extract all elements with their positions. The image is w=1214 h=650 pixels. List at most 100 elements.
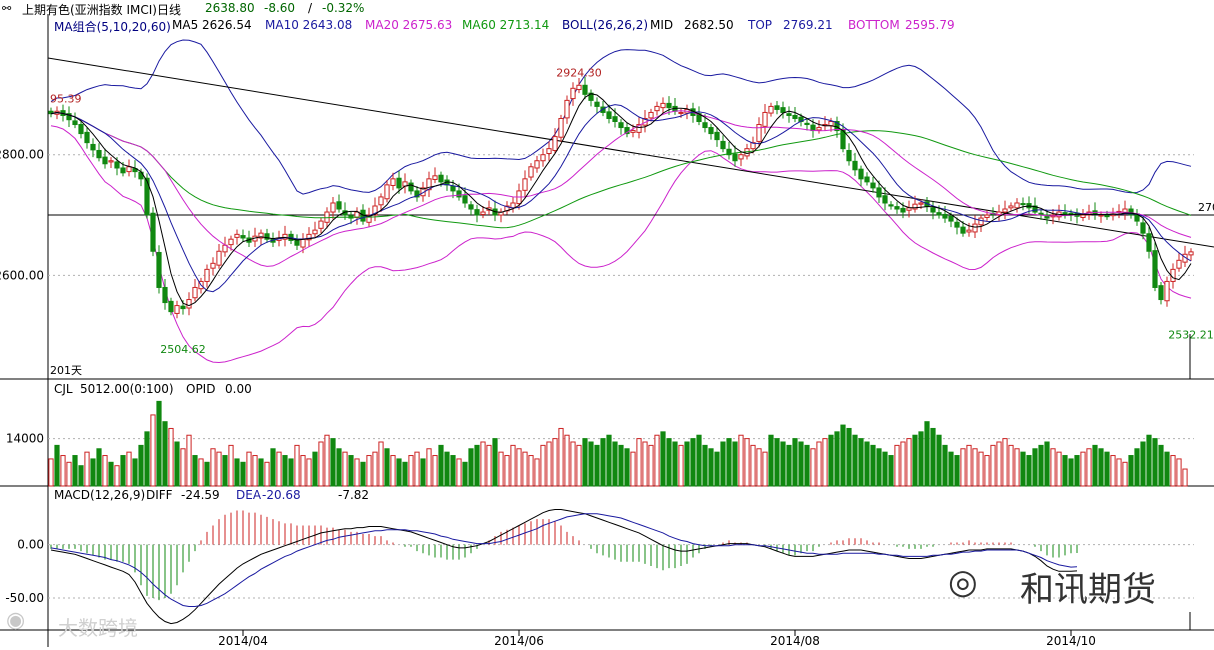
candle-body (450, 185, 456, 192)
candle-body (654, 105, 660, 112)
volume-bar (546, 441, 552, 487)
volume-bar (1062, 455, 1068, 487)
volume-value: 5012.00(0:100) (80, 382, 174, 396)
candle-body (786, 113, 792, 116)
volume-bar (120, 455, 126, 487)
candle-body (804, 122, 810, 126)
volume-bar (690, 438, 696, 487)
candle-body (1062, 212, 1068, 215)
candle-body (876, 187, 882, 198)
volume-bar (576, 444, 582, 487)
candle-body (1032, 205, 1038, 213)
volume-bar (942, 444, 948, 487)
volume-bar (708, 448, 714, 487)
ma20-value: MA20 2675.63 (365, 18, 453, 32)
candle-body (204, 268, 210, 282)
volume-bar (570, 441, 576, 487)
candle-body (996, 211, 1002, 216)
candle-body (570, 87, 576, 100)
last-price: 2638.80 (205, 1, 255, 15)
candle-body (408, 182, 414, 192)
volume-bar (378, 441, 384, 487)
candle-body (66, 113, 72, 121)
candle-body (156, 251, 162, 288)
volume-bar (444, 451, 450, 487)
volume-bar (702, 444, 708, 487)
volume-bar (768, 434, 774, 487)
macd-diff-line (50, 509, 1078, 625)
candle-body (1080, 214, 1086, 218)
ma5-line (50, 93, 1192, 307)
candle-body (282, 233, 288, 240)
price-axis-2800-label: 2800.00 (0, 148, 44, 162)
candle-body (522, 178, 528, 191)
low2-label: 2532.21 (1168, 328, 1214, 341)
volume-bar (1056, 451, 1062, 487)
candle-body (336, 201, 342, 210)
volume-bar (204, 461, 210, 487)
boll-top-label: TOP (748, 18, 773, 32)
volume-bar (348, 455, 354, 487)
low1-label: 2504.62 (160, 343, 206, 356)
candle-body (72, 120, 78, 126)
volume-bar (396, 458, 402, 487)
volume-bar (606, 434, 612, 487)
candle-body (102, 156, 108, 165)
volume-bar (186, 434, 192, 487)
volume-bar (684, 441, 690, 487)
volume-bar (246, 451, 252, 487)
volume-bar (900, 441, 906, 487)
volume-bar (618, 444, 624, 487)
candle-body (1188, 251, 1194, 256)
candle-body (648, 111, 654, 119)
volume-bar (240, 461, 246, 487)
volume-bar (1170, 455, 1176, 487)
volume-bar (1014, 448, 1020, 487)
date-label-1: 2014/06 (494, 634, 544, 647)
volume-bar (894, 444, 900, 487)
candle-body (888, 204, 894, 207)
volume-bar (366, 455, 372, 487)
candle-body (1146, 233, 1152, 252)
volume-bar (210, 448, 216, 487)
volume-bar (1032, 448, 1038, 487)
candle-body (630, 130, 636, 133)
volume-bar (804, 444, 810, 487)
candle-body (912, 203, 918, 210)
candle-body (1140, 222, 1146, 234)
volume-bar (888, 455, 894, 487)
volume-bar (966, 444, 972, 487)
volume-bar (492, 438, 498, 487)
candle-body (330, 202, 336, 213)
volume-bar (672, 441, 678, 487)
volume-bar (834, 431, 840, 487)
volume-bar (1008, 444, 1014, 487)
volume-bar (564, 434, 570, 487)
candle-body (636, 124, 642, 133)
candle-body (930, 207, 936, 213)
volume-bar (342, 451, 348, 487)
volume-bar (156, 400, 162, 487)
candle-body (768, 105, 774, 114)
volume-bar (870, 444, 876, 487)
watermark-right: 和讯期货 (1020, 570, 1156, 610)
volume-bar (714, 451, 720, 487)
candle-body (1158, 285, 1164, 301)
volume-bar (798, 441, 804, 487)
volume-bar (162, 421, 168, 487)
volume-bar (126, 451, 132, 487)
volume-bar (516, 448, 522, 487)
volume-bar (480, 441, 486, 487)
volume-bar (360, 461, 366, 487)
volume-bar (1044, 441, 1050, 487)
peak-label: 2924.30 (556, 67, 602, 80)
candle-body (372, 205, 378, 216)
price-change: -8.60 (264, 1, 296, 15)
candle-body (552, 136, 558, 151)
volume-bar (474, 444, 480, 487)
volume-bar (636, 438, 642, 487)
volume-bar (732, 441, 738, 487)
candle-body (162, 286, 168, 304)
right-level-label: 270 (1198, 201, 1214, 214)
